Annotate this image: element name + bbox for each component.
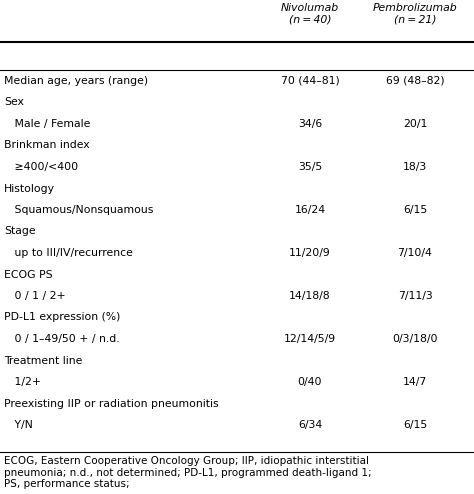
Text: Brinkman index: Brinkman index [4, 140, 90, 151]
Text: 6/15: 6/15 [403, 420, 427, 430]
Text: ECOG PS: ECOG PS [4, 270, 53, 280]
Text: 14/7: 14/7 [403, 377, 427, 387]
Text: Male / Female: Male / Female [4, 119, 91, 129]
Text: 35/5: 35/5 [298, 162, 322, 172]
Text: Treatment line: Treatment line [4, 356, 82, 366]
Text: 11/20/9: 11/20/9 [289, 248, 331, 258]
Text: ECOG, Eastern Cooperative Oncology Group; IIP, idiopathic interstitial
pneumonia: ECOG, Eastern Cooperative Oncology Group… [4, 456, 372, 489]
Text: 7/11/3: 7/11/3 [398, 291, 432, 301]
Text: 0/3/18/0: 0/3/18/0 [392, 334, 438, 344]
Text: 16/24: 16/24 [294, 205, 326, 215]
Text: up to III/IV/recurrence: up to III/IV/recurrence [4, 248, 133, 258]
Text: 0 / 1 / 2+: 0 / 1 / 2+ [4, 291, 65, 301]
Text: 70 (44–81): 70 (44–81) [281, 76, 339, 86]
Text: 1/2+: 1/2+ [4, 377, 41, 387]
Text: 12/14/5/9: 12/14/5/9 [284, 334, 336, 344]
Text: 0/40: 0/40 [298, 377, 322, 387]
Text: Preexisting IIP or radiation pneumonitis: Preexisting IIP or radiation pneumonitis [4, 399, 219, 409]
Text: PD-L1 expression (%): PD-L1 expression (%) [4, 313, 120, 323]
Text: Histology: Histology [4, 183, 55, 194]
Text: 69 (48–82): 69 (48–82) [386, 76, 444, 86]
Text: Squamous/Nonsquamous: Squamous/Nonsquamous [4, 205, 154, 215]
Text: 20/1: 20/1 [403, 119, 427, 129]
Text: Median age, years (range): Median age, years (range) [4, 76, 148, 86]
Text: 14/18/8: 14/18/8 [289, 291, 331, 301]
Text: 18/3: 18/3 [403, 162, 427, 172]
Text: 7/10/4: 7/10/4 [398, 248, 432, 258]
Text: Pembrolizumab
(n = 21): Pembrolizumab (n = 21) [373, 3, 457, 25]
Text: 34/6: 34/6 [298, 119, 322, 129]
Text: 0 / 1–49/50 + / n.d.: 0 / 1–49/50 + / n.d. [4, 334, 119, 344]
Text: ≥400/<400: ≥400/<400 [4, 162, 78, 172]
Text: 6/15: 6/15 [403, 205, 427, 215]
Text: Sex: Sex [4, 97, 24, 108]
Text: Y/N: Y/N [4, 420, 33, 430]
Text: 6/34: 6/34 [298, 420, 322, 430]
Text: Stage: Stage [4, 227, 36, 237]
Text: Nivolumab
(n = 40): Nivolumab (n = 40) [281, 3, 339, 25]
